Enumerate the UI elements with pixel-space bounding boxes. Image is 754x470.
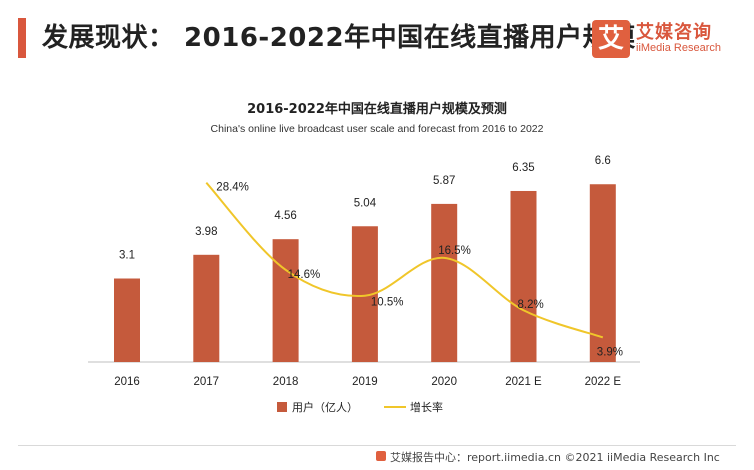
bar-value-label: 5.04 — [354, 197, 377, 209]
growth-line-series — [205, 182, 604, 339]
bar-value-label: 5.87 — [433, 175, 455, 187]
logo-english-name: iiMedia Research — [636, 42, 721, 54]
growth-rate-label: 14.6% — [288, 269, 321, 281]
growth-rate-label: 16.5% — [438, 245, 471, 257]
chart-legend: 用户（亿人） 增长率 — [277, 400, 443, 414]
x-tick-label: 2016 — [114, 376, 140, 388]
page-title: 发展现状： 2016-2022年中国在线直播用户规模 — [42, 23, 636, 53]
footer-source: 艾媒报告中心：report.iimedia.cn ©2021 iiMedia R… — [390, 451, 720, 464]
chart-area: 2016-2022年中国在线直播用户规模及预测 China's online l… — [88, 101, 640, 414]
bar-2016 — [114, 278, 140, 362]
bar-2020 — [431, 203, 458, 362]
bar-2021-E — [510, 190, 537, 362]
footer-logo-icon — [376, 451, 386, 461]
bar-value-label: 6.35 — [512, 162, 534, 174]
brand-logo: 艾 艾媒咨询 iiMedia Research — [592, 18, 732, 62]
x-tick-label: 2019 — [352, 376, 378, 388]
growth-rate-label: 10.5% — [371, 297, 404, 309]
growth-rate-label: 8.2% — [518, 299, 544, 311]
growth-rate-label: 28.4% — [216, 182, 249, 194]
bar-2017 — [193, 254, 220, 362]
x-tick-label: 2018 — [273, 376, 299, 388]
title-accent-bar — [18, 18, 26, 58]
logo-chinese-name: 艾媒咨询 — [636, 22, 712, 43]
legend-bar-label: 用户（亿人） — [292, 400, 358, 414]
growth-rate-label: 3.9% — [597, 346, 623, 358]
x-tick-label: 2020 — [431, 376, 457, 388]
bar-series — [114, 184, 616, 362]
bar-value-label: 3.98 — [195, 226, 217, 238]
bar-value-label: 6.6 — [595, 155, 611, 167]
x-tick-label: 2017 — [194, 376, 220, 388]
x-tick-label: 2022 E — [585, 376, 622, 388]
chart-title: 2016-2022年中国在线直播用户规模及预测 — [247, 101, 507, 117]
legend-line-label: 增长率 — [410, 400, 443, 414]
bar-value-label: 4.56 — [274, 210, 296, 222]
x-tick-labels: 2016 2017 2018 2019 2020 2021 E 2022 E — [114, 376, 621, 388]
bar-value-label: 3.1 — [119, 250, 135, 262]
data-labels: 3.1 3.98 4.56 5.04 5.87 6.35 6.6 28.4% 14.6% 10.5… — [119, 155, 623, 358]
bar-2018 — [272, 239, 299, 362]
bar-2022-E — [589, 184, 616, 362]
logo-mark-icon: 艾 — [592, 20, 630, 58]
chart-subtitle: China's online live broadcast user scale… — [211, 123, 544, 135]
footer-divider — [18, 445, 736, 446]
x-tick-label: 2021 E — [505, 376, 542, 388]
growth-rate-line — [205, 182, 604, 339]
legend-bar-swatch — [277, 402, 287, 412]
